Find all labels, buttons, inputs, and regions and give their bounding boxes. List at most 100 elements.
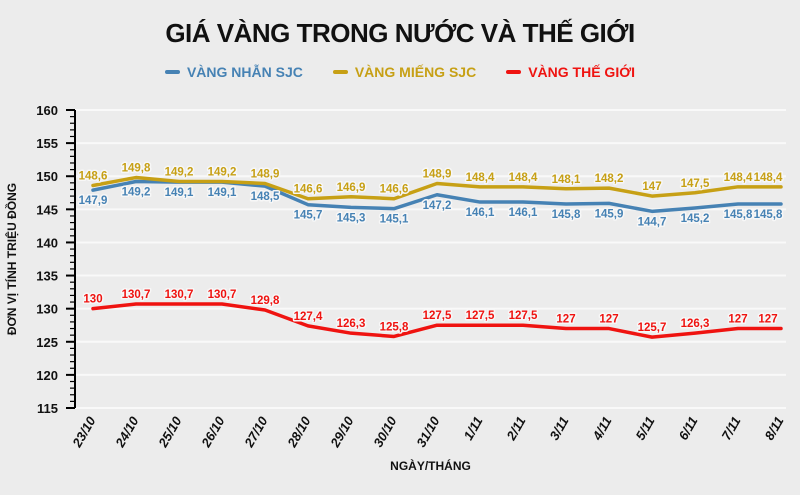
x-tick-label: 1/11 [460,414,485,443]
x-tick-label: 8/11 [761,414,786,443]
data-label: 130 [83,294,102,306]
y-tick-label: 140 [36,235,58,250]
data-label: 146,1 [509,207,538,219]
y-axis-title: ĐƠN VỊ TÍNH TRIỆU ĐỒNG [4,183,19,335]
x-tick-label: 27/10 [241,413,271,450]
series-line [91,302,783,339]
data-label: 149,1 [165,187,194,199]
legend-item-label: VÀNG NHẪN SJC [186,64,303,80]
y-tick-label: 145 [36,202,58,217]
legend: VÀNG NHẪN SJC VÀNG MIẾNG SJC VÀNG THẾ GI… [0,64,800,80]
y-tick-label: 135 [36,269,58,284]
data-label: 126,3 [681,318,710,330]
x-tick-label: 3/11 [546,414,571,443]
x-tick-labels: 23/10 24/10 25/10 26/10 27/10 28/10 29/10 30/10… [69,413,787,450]
data-label: 148,2 [595,173,624,185]
y-tick-label: 125 [36,335,58,350]
data-label: 125,7 [638,322,667,334]
data-label: 149,2 [208,167,237,179]
data-label: 148,4 [754,172,783,184]
data-label: 148,4 [509,172,538,184]
data-label: 145,7 [294,210,323,222]
data-label: 147,5 [681,178,710,190]
series-1: 148,6 149,8 149,2 149,2 148,9 146,6 146,9 146,6… [77,161,784,201]
y-tick-labels: 115 120 125 130 135 140 145 150 155 160 [36,103,58,416]
data-label: 127 [728,314,747,326]
series-2: 130 130,7 130,7 130,7 129,8 127,4 126,3 125,8 12… [82,288,783,339]
data-label: 127,5 [423,310,452,322]
data-label: 127,4 [294,311,323,323]
data-label: 148,1 [552,174,581,186]
x-tick-label: 2/11 [503,414,529,443]
data-label: 129,8 [251,295,280,307]
x-tick-label: 28/10 [284,413,314,450]
series-line [91,175,783,201]
x-tick-label: 4/11 [589,414,615,443]
y-tick-label: 115 [37,401,58,416]
data-label: 146,1 [466,207,495,219]
data-label: 145,1 [380,214,409,226]
y-gridlines [75,109,786,409]
x-tick-label: 7/11 [718,414,743,443]
x-tick-label: 5/11 [632,414,657,443]
series-0: 147,9 149,2 149,1 149,1 148,5 145,7 145,3 145,1… [77,179,784,230]
legend-marker-dash-icon [164,70,180,74]
data-label: 148,9 [423,169,452,181]
data-label: 146,6 [294,184,323,196]
y-tick-label: 120 [36,368,58,383]
legend-item-label: VÀNG MIẾNG SJC [354,64,477,80]
x-tick-label: 25/10 [155,413,185,450]
legend-item-vang-the-gioi[interactable]: VÀNG THẾ GIỚI [506,64,635,80]
y-axis-ticks [66,109,75,409]
data-label: 127,5 [466,310,495,322]
data-label: 147 [642,181,661,193]
legend-marker-dash-icon [332,70,348,74]
data-label: 145,2 [681,213,710,225]
data-label: 148,5 [251,191,280,203]
legend-marker-dash-icon [506,70,522,74]
data-label: 144,7 [638,216,667,228]
data-label: 148,9 [251,169,280,181]
legend-item-label: VÀNG THẾ GIỚI [528,64,636,80]
y-tick-label: 160 [36,103,58,118]
data-label: 145,3 [337,212,366,224]
data-label: 130,7 [208,289,237,301]
data-label: 149,1 [208,187,237,199]
y-tick-label: 130 [36,302,58,317]
y-tick-label: 155 [36,136,58,151]
data-label: 127 [758,314,777,326]
data-label: 147,2 [423,200,452,212]
data-label: 145,8 [552,209,581,221]
data-label: 130,7 [122,289,151,301]
x-tick-label: 31/10 [413,413,443,449]
data-label: 149,2 [122,187,151,199]
data-label: 127 [599,314,618,326]
data-label: 146,9 [337,182,366,194]
data-label: 146,6 [380,184,409,196]
data-label: 149,2 [165,167,194,179]
legend-item-vang-mieng-sjc[interactable]: VÀNG MIẾNG SJC [332,64,477,80]
data-label: 149,8 [122,163,151,175]
y-tick-label: 150 [36,169,58,184]
data-label: 127,5 [509,310,538,322]
x-tick-label: 24/10 [112,413,142,450]
x-axis-title: NGÀY/THÁNG [390,458,471,473]
data-label: 130,7 [165,289,194,301]
x-tick-label: 6/11 [675,414,700,443]
data-label: 126,3 [337,318,366,330]
chart-title: GIÁ VÀNG TRONG NƯỚC VÀ THẾ GIỚI [165,18,635,48]
data-label: 127 [556,314,575,326]
data-label: 145,9 [595,208,624,220]
data-label: 125,8 [380,321,409,333]
data-label: 145,8 [724,209,753,221]
data-label: 148,4 [466,172,495,184]
data-label: 148,6 [79,170,108,182]
data-label: 147,9 [79,195,108,207]
x-tick-label: 23/10 [69,413,99,450]
legend-item-vang-nhan-sjc[interactable]: VÀNG NHẪN SJC [164,64,303,80]
x-tick-label: 29/10 [327,413,357,450]
data-label: 148,4 [724,172,753,184]
x-tick-label: 26/10 [198,413,228,450]
